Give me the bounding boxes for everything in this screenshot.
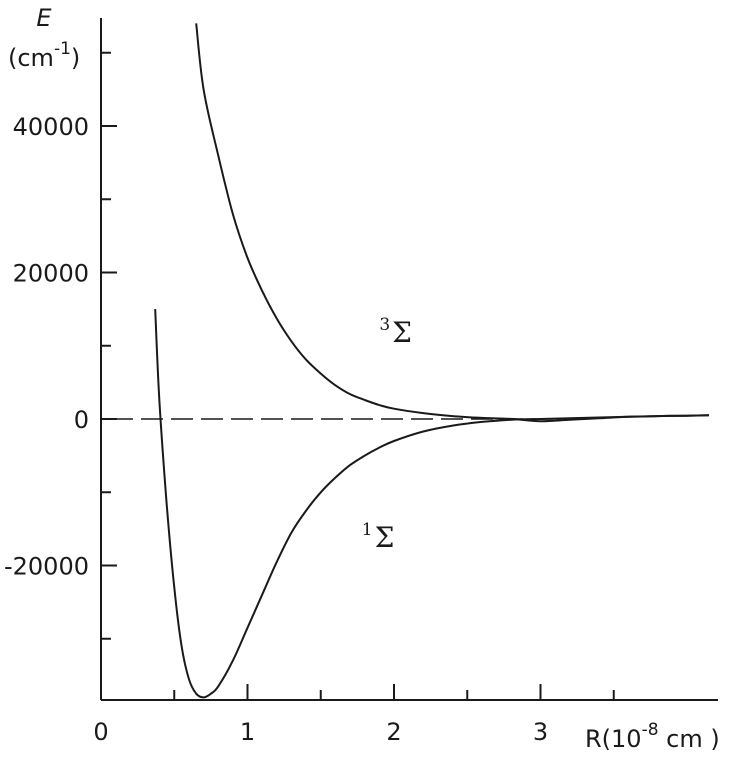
- y-tick-label: 20000: [13, 260, 89, 288]
- y-tick-label: 40000: [13, 113, 89, 141]
- series-label-superscript: 1: [362, 520, 373, 540]
- tick-labels: 0 1 2 3 40000 20000 0 -20000: [4, 113, 548, 746]
- axis-titles: E (cm-1) R(10-8 cm ): [8, 4, 720, 753]
- y-axis-unit: (cm-1): [8, 39, 80, 72]
- x-axis-title-part: -8: [642, 720, 659, 740]
- series-3-sigma-label: 3Σ: [379, 315, 412, 349]
- series-1-sigma-label: 1Σ: [362, 520, 395, 554]
- y-axis-unit-part: (cm: [8, 44, 54, 72]
- y-axis-title: E: [36, 4, 52, 32]
- y-tick-label: 0: [74, 406, 89, 434]
- x-tick-label: 2: [386, 718, 401, 746]
- ticks: [100, 51, 615, 700]
- x-axis-title: R(10-8 cm ): [585, 720, 720, 753]
- x-axis-title-part: cm ): [659, 725, 720, 753]
- y-tick-label: -20000: [4, 553, 89, 581]
- x-tick-label: 0: [93, 718, 108, 746]
- y-axis-unit-part: -1: [54, 39, 71, 59]
- series-label-superscript: 3: [379, 315, 390, 335]
- axes: [100, 18, 718, 701]
- x-axis-title-part: R(10: [585, 725, 642, 753]
- y-axis-unit-part: ): [71, 44, 80, 72]
- x-tick-label: 1: [240, 718, 255, 746]
- series-label-symbol: Σ: [392, 316, 412, 349]
- x-tick-label: 3: [533, 718, 548, 746]
- series-label-symbol: Σ: [375, 521, 395, 554]
- series-3-sigma-curve: [195, 23, 710, 423]
- series-1-sigma-curve: [154, 309, 710, 699]
